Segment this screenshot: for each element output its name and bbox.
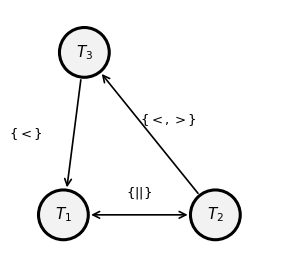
Text: $\{<,>\}$: $\{<,>\}$: [140, 113, 197, 128]
Text: $T_2$: $T_2$: [207, 205, 224, 224]
FancyArrowPatch shape: [65, 80, 81, 185]
Circle shape: [59, 28, 109, 77]
FancyArrowPatch shape: [93, 211, 186, 218]
Circle shape: [39, 190, 88, 240]
Circle shape: [191, 190, 240, 240]
Text: $\{||\}$: $\{||\}$: [126, 184, 153, 201]
Text: $\{<\}$: $\{<\}$: [9, 126, 42, 141]
FancyArrowPatch shape: [103, 75, 198, 193]
Text: $T_3$: $T_3$: [76, 43, 93, 62]
Text: $T_1$: $T_1$: [55, 205, 72, 224]
